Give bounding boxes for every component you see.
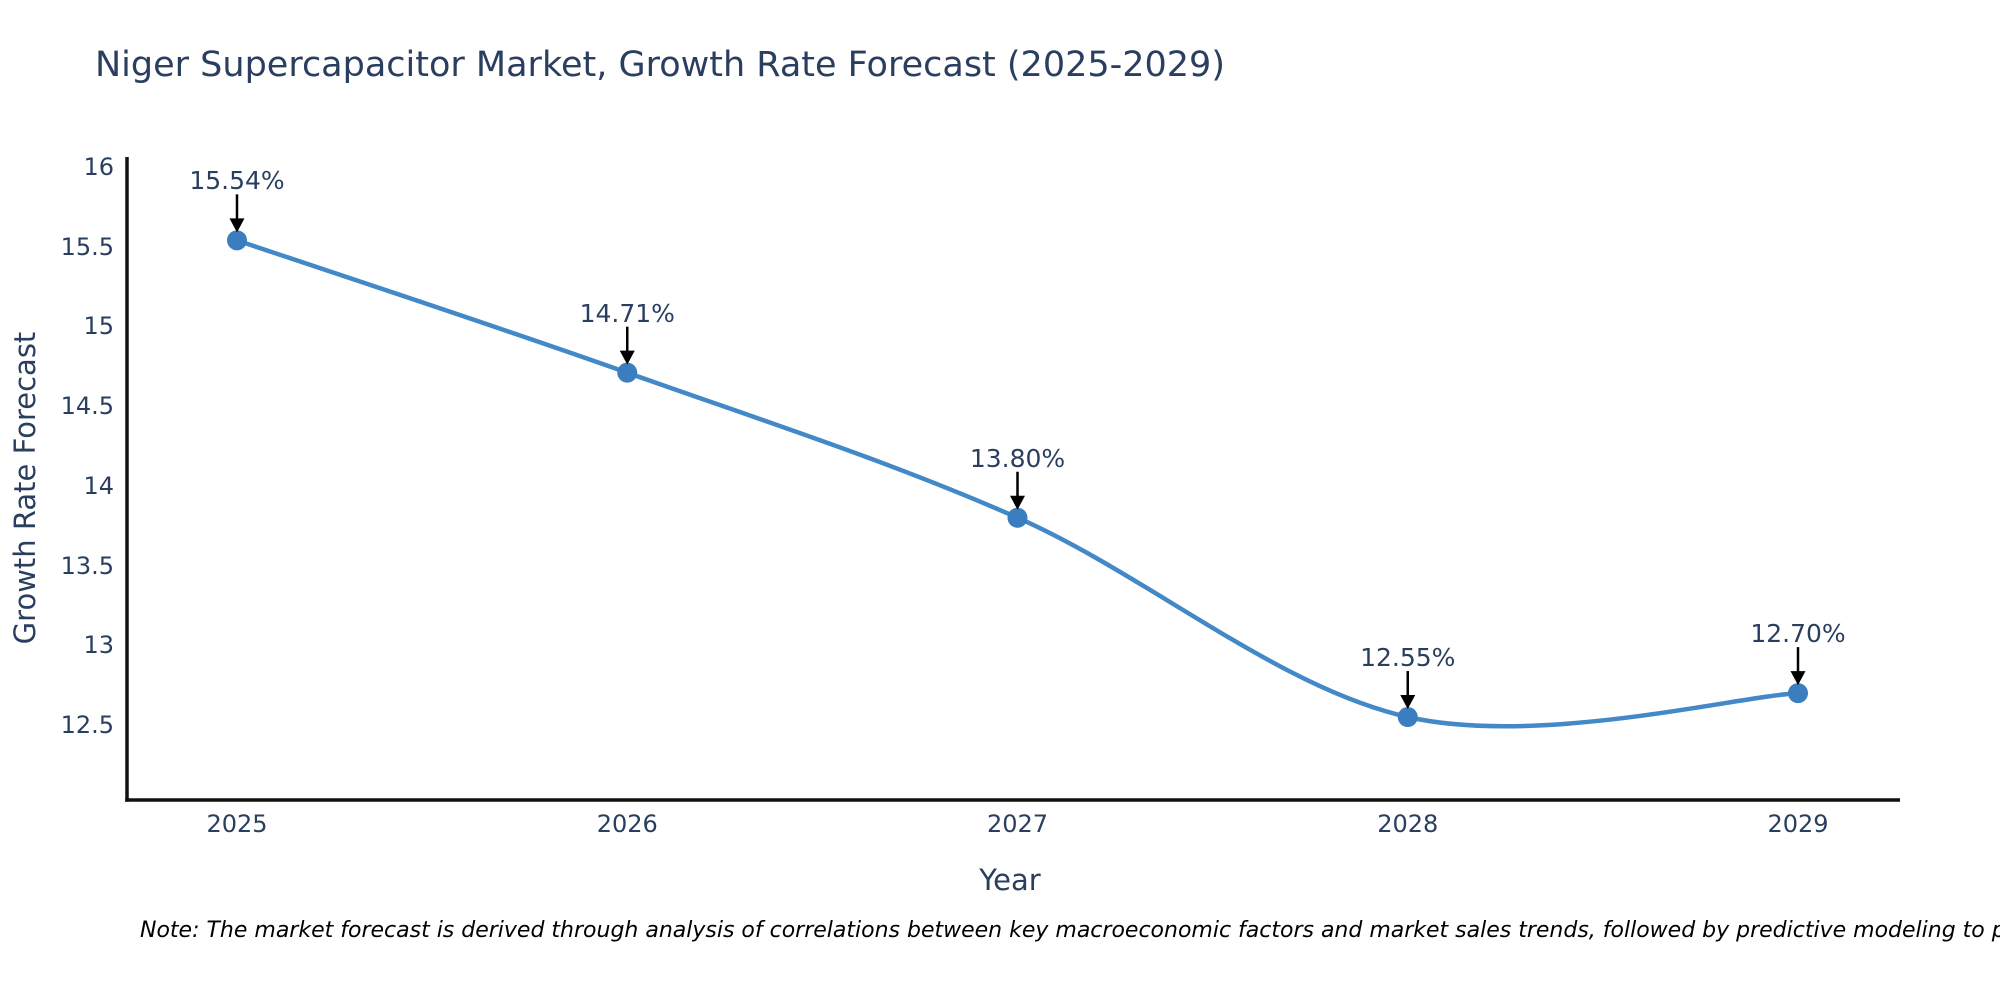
- y-tick-label: 14.5: [60, 392, 114, 421]
- y-tick-label: 15.5: [60, 232, 114, 261]
- data-point-marker[interactable]: [1397, 707, 1418, 728]
- data-point-annotation: 12.70%: [1750, 619, 1846, 649]
- y-tick-label: 12.5: [60, 711, 114, 739]
- data-point-annotation: 14.71%: [579, 298, 675, 328]
- y-tick-label: 16: [83, 153, 114, 181]
- x-tick-label: 2029: [1767, 810, 1829, 838]
- x-tick-label: 2025: [206, 810, 268, 838]
- annotation-arrow-head-icon: [1010, 495, 1025, 510]
- annotation-arrow-head-icon: [1400, 695, 1416, 710]
- annotation-arrow-head-icon: [1790, 671, 1806, 686]
- annotation-arrow-head-icon: [619, 350, 635, 365]
- data-point-marker[interactable]: [227, 230, 247, 251]
- data-point-marker[interactable]: [1007, 507, 1028, 528]
- chart-title: Niger Supercapacitor Market, Growth Rate…: [95, 45, 1225, 85]
- chart-footnote: Note: The market forecast is derived thr…: [140, 918, 2000, 943]
- x-tick-label: 2027: [986, 810, 1049, 838]
- y-tick-label: 13.5: [60, 551, 114, 580]
- data-point-marker[interactable]: [617, 362, 638, 383]
- annotation-arrow-head-icon: [229, 218, 245, 233]
- y-tick-label: 14: [83, 471, 114, 500]
- x-axis-title: Year: [979, 863, 1041, 897]
- data-point-annotation: 15.54%: [189, 166, 285, 196]
- data-point-marker[interactable]: [1788, 683, 1808, 704]
- x-tick-label: 2026: [596, 810, 658, 838]
- data-point-annotation: 13.80%: [969, 443, 1066, 473]
- y-tick-label: 13: [83, 631, 114, 660]
- y-tick-label: 15: [83, 312, 114, 341]
- x-tick-label: 2028: [1377, 810, 1439, 838]
- data-point-annotation: 12.55%: [1360, 643, 1456, 673]
